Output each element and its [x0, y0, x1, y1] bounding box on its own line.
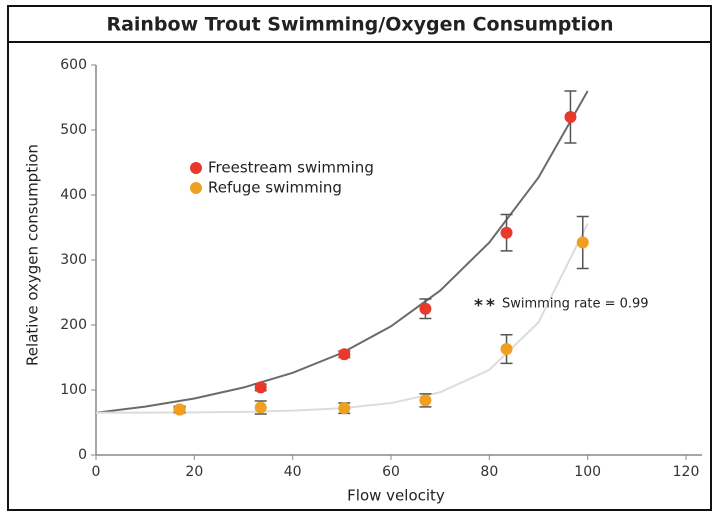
- y-tick-label: 500: [60, 122, 87, 138]
- point: [419, 394, 432, 407]
- legend-label: Freestream swimming: [208, 159, 374, 177]
- chart-title: Rainbow Trout Swimming/Oxygen Consumptio…: [106, 14, 613, 36]
- legend-label: Refuge swimming: [208, 179, 342, 197]
- point: [338, 402, 351, 415]
- y-tick-label: 300: [60, 252, 87, 268]
- x-tick-label: 20: [185, 464, 203, 480]
- y-tick-label: 0: [78, 447, 87, 463]
- point: [500, 343, 513, 356]
- x-tick-label: 0: [92, 464, 101, 480]
- y-axis-label: Relative oxygen consumption: [24, 144, 42, 366]
- point: [173, 403, 186, 416]
- y-tick-label: 200: [60, 317, 87, 333]
- annotation: Swimming rate = 0.99: [502, 297, 649, 312]
- x-axis-label: Flow velocity: [347, 487, 445, 505]
- point: [254, 381, 267, 394]
- legend-marker: [190, 162, 202, 174]
- point: [564, 111, 577, 123]
- x-tick-label: 80: [480, 464, 498, 480]
- point: [576, 236, 589, 249]
- legend-marker: [190, 182, 202, 194]
- x-tick-label: 100: [574, 464, 601, 480]
- annotation-marker: *: [486, 296, 495, 316]
- x-tick-label: 60: [382, 464, 400, 480]
- y-tick-label: 400: [60, 187, 87, 203]
- annotation-marker: *: [474, 296, 483, 316]
- y-tick-label: 600: [60, 57, 87, 73]
- x-tick-label: 40: [284, 464, 302, 480]
- point: [419, 302, 432, 315]
- point: [338, 348, 351, 361]
- point: [500, 226, 513, 239]
- x-tick-label: 120: [673, 464, 700, 480]
- point: [254, 401, 267, 414]
- frame: [7, 5, 712, 511]
- y-tick-label: 100: [60, 382, 87, 398]
